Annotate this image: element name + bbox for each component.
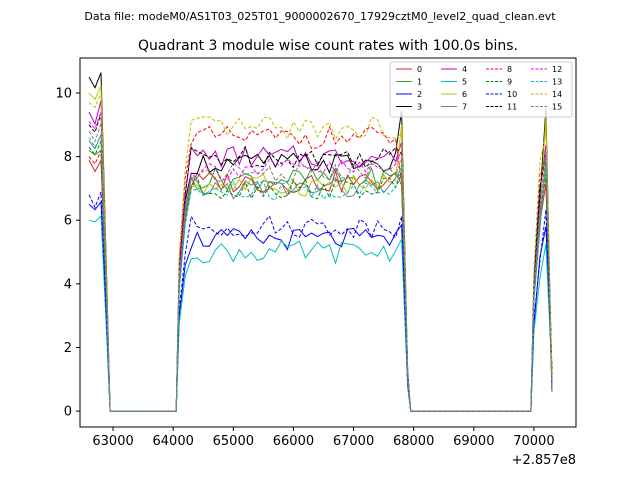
figure-suptitle: Data file: modeM0/AS1T03_025T01_90000026…: [84, 10, 556, 23]
legend-label-12: 12: [552, 65, 562, 74]
series-line-15: [88, 123, 553, 412]
series-line-4: [88, 100, 553, 412]
x-offset-label: +2.857e8: [512, 453, 576, 468]
y-axis: 0 2 4 6 8 10: [55, 86, 80, 420]
legend-label-8: 8: [507, 65, 512, 74]
series-line-8: [88, 125, 553, 412]
legend-label-3: 3: [417, 103, 422, 112]
series-line-11: [88, 113, 553, 412]
series-line-7: [88, 134, 553, 412]
x-tick-label: 67000: [333, 434, 374, 449]
x-tick-label: 70000: [513, 434, 554, 449]
y-tick-label: 4: [64, 277, 72, 292]
x-tick-label: 64000: [153, 434, 194, 449]
legend-label-1: 1: [417, 78, 422, 87]
series-line-14: [88, 93, 553, 412]
series-line-5: [88, 214, 553, 412]
plot-area: 63000 64000 65000 66000 67000 68000 69000 70000…: [55, 57, 577, 468]
x-tick-label: 65000: [213, 434, 254, 449]
x-axis: 63000 64000 65000 66000 67000 68000 69000 70000: [92, 427, 555, 449]
legend-label-2: 2: [417, 90, 422, 99]
series-line-10: [88, 191, 553, 412]
y-tick-label: 6: [64, 214, 72, 229]
series-layer: [88, 72, 553, 412]
y-tick-label: 0: [64, 405, 72, 420]
x-tick-label: 66000: [273, 434, 314, 449]
x-tick-label: 69000: [453, 434, 494, 449]
legend-label-4: 4: [462, 65, 467, 74]
axes-frame: [79, 57, 577, 428]
legend-label-14: 14: [552, 90, 562, 99]
axes-background: [80, 58, 576, 427]
chart-title: Quadrant 3 module wise count rates with …: [138, 38, 518, 54]
x-tick-label: 68000: [393, 434, 434, 449]
legend-frame: [389, 61, 573, 118]
legend-label-5: 5: [462, 78, 467, 87]
legend-label-0: 0: [417, 65, 422, 74]
series-line-1: [88, 149, 553, 412]
x-tick-label: 63000: [92, 434, 133, 449]
legend-label-10: 10: [507, 90, 517, 99]
series-line-12: [88, 111, 553, 412]
y-tick-label: 8: [64, 150, 72, 165]
legend-label-13: 13: [552, 78, 562, 87]
series-line-13: [88, 134, 553, 412]
y-tick-label: 10: [55, 86, 72, 101]
legend-label-11: 11: [507, 103, 517, 112]
legend-label-7: 7: [462, 103, 467, 112]
legend-label-6: 6: [462, 90, 467, 99]
series-line-9: [88, 140, 553, 412]
legend-label-15: 15: [552, 103, 562, 112]
series-line-2: [88, 200, 553, 412]
y-tick-label: 2: [64, 341, 72, 356]
legend-label-9: 9: [507, 78, 512, 87]
